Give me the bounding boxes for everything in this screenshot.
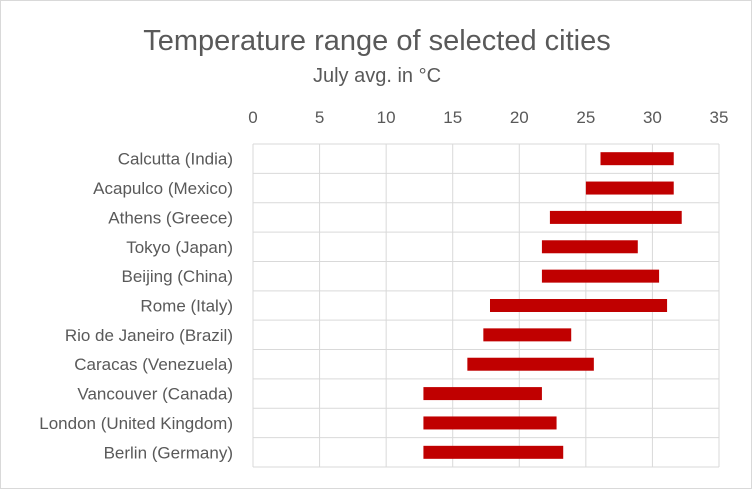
x-tick-label: 25	[576, 108, 595, 127]
range-bar	[489, 299, 668, 312]
range-bars	[423, 152, 682, 459]
range-bar	[541, 240, 638, 254]
category-label: Tokyo (Japan)	[126, 238, 233, 257]
range-bar	[423, 416, 557, 430]
x-tick-label: 35	[710, 108, 729, 127]
chart-subtitle: July avg. in °C	[313, 65, 441, 87]
category-label: Acapulco (Mexico)	[93, 179, 233, 198]
range-bar	[541, 269, 660, 283]
x-tick-label: 10	[377, 108, 396, 127]
category-label: Vancouver (Canada)	[77, 385, 233, 404]
x-tick-label: 20	[510, 108, 529, 127]
gridlines	[252, 143, 720, 468]
range-bar	[585, 181, 674, 195]
range-bar	[483, 328, 572, 342]
category-label: Beijing (China)	[122, 267, 234, 286]
range-bar	[549, 210, 682, 224]
range-bar	[600, 152, 674, 166]
category-label: Calcutta (India)	[118, 150, 233, 169]
x-tick-label: 30	[643, 108, 662, 127]
x-tick-label: 0	[248, 108, 257, 127]
range-bar	[423, 387, 542, 401]
x-tick-label: 5	[315, 108, 324, 127]
category-label: Athens (Greece)	[108, 208, 233, 227]
category-label: Rio de Janeiro (Brazil)	[65, 326, 233, 345]
category-label: London (United Kingdom)	[39, 414, 233, 433]
range-bar	[467, 357, 594, 371]
y-axis-categories: Calcutta (India) Acapulco (Mexico) Athens …	[39, 150, 233, 463]
x-tick-label: 15	[443, 108, 462, 127]
chart-title: Temperature range of selected cities	[143, 25, 610, 57]
category-label: Berlin (Germany)	[104, 443, 233, 462]
x-axis-ticks: 0 5 10 15 20 25 30 35	[248, 108, 728, 127]
range-bar	[423, 445, 564, 459]
category-label: Rome (Italy)	[140, 297, 233, 316]
category-label: Caracas (Venezuela)	[74, 355, 233, 374]
